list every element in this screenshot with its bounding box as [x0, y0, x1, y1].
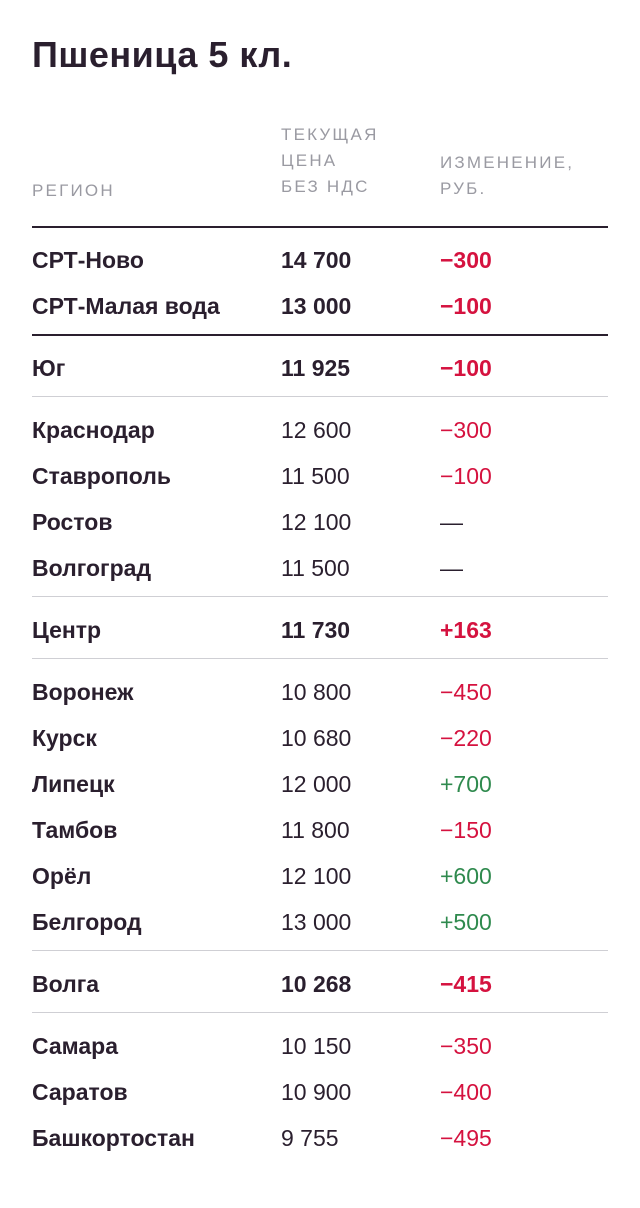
change-cell: −300 — [440, 247, 492, 273]
region-cell: Центр — [32, 617, 102, 643]
region-cell: Липецк — [32, 771, 115, 797]
change-cell: +600 — [440, 863, 492, 889]
page-title: Пшеница 5 кл. — [32, 34, 293, 75]
change-cell: −150 — [440, 817, 492, 843]
price-cell: 13 000 — [281, 293, 352, 319]
price-cell: 12 000 — [281, 771, 352, 797]
price-cell: 12 100 — [281, 509, 352, 535]
price-cell: 9 755 — [281, 1125, 339, 1151]
column-header-price-line: ТЕКУЩАЯ — [281, 125, 379, 144]
change-cell: −100 — [440, 293, 492, 319]
table-row: Самара 10 150 −350 — [0, 1029, 640, 1063]
column-header-price: ТЕКУЩАЯ ЦЕНА БЕЗ НДС — [281, 122, 379, 200]
table-row: Тамбов 11 800 −150 — [0, 813, 640, 847]
table-divider — [32, 226, 608, 228]
column-header-change-line: РУБ. — [440, 179, 487, 198]
table-row: Орёл 12 100 +600 — [0, 859, 640, 893]
table-row: Краснодар 12 600 −300 — [0, 413, 640, 447]
region-cell: Краснодар — [32, 417, 155, 443]
price-cell: 12 600 — [281, 417, 352, 443]
change-cell: +163 — [440, 617, 492, 643]
table-row: Курск 10 680 −220 — [0, 721, 640, 755]
change-cell: −450 — [440, 679, 492, 705]
region-cell: Белгород — [32, 909, 142, 935]
table-row-summary: СРТ-Малая вода 13 000 −100 — [0, 289, 640, 323]
table-row: Белгород 13 000 +500 — [0, 905, 640, 939]
price-cell: 10 150 — [281, 1033, 352, 1059]
change-cell: — — [440, 509, 463, 535]
column-header-change: ИЗМЕНЕНИЕ, РУБ. — [440, 150, 574, 202]
table-row-summary: Волга 10 268 −415 — [0, 967, 640, 1001]
change-cell: +700 — [440, 771, 492, 797]
region-cell: Ставрополь — [32, 463, 172, 489]
price-cell: 10 680 — [281, 725, 352, 751]
column-header-change-line: ИЗМЕНЕНИЕ, — [440, 153, 575, 172]
region-cell: Саратов — [32, 1079, 128, 1105]
price-cell: 14 700 — [281, 247, 352, 273]
region-cell: Волга — [32, 971, 100, 997]
change-cell: — — [440, 555, 463, 581]
table-row: Башкортостан 9 755 −495 — [0, 1121, 640, 1155]
table-row: Ростов 12 100 — — [0, 505, 640, 539]
price-cell: 11 500 — [281, 555, 350, 581]
table-divider — [32, 396, 608, 397]
table-row: Волгоград 11 500 — — [0, 551, 640, 585]
price-cell: 10 800 — [281, 679, 352, 705]
region-cell: Тамбов — [32, 817, 118, 843]
table-row: Саратов 10 900 −400 — [0, 1075, 640, 1109]
table-divider — [32, 334, 608, 336]
table-divider — [32, 1012, 608, 1013]
region-cell: СРТ-Малая вода — [32, 293, 220, 319]
change-cell: −100 — [440, 463, 492, 489]
price-cell: 11 800 — [281, 817, 350, 843]
column-header-region-label: РЕГИОН — [32, 181, 115, 200]
change-cell: −100 — [440, 355, 492, 381]
table-divider — [32, 658, 608, 659]
price-cell: 10 268 — [281, 971, 352, 997]
region-cell: Воронеж — [32, 679, 134, 705]
price-cell: 11 730 — [281, 617, 351, 643]
change-cell: +500 — [440, 909, 492, 935]
table-row-summary: СРТ-Ново 14 700 −300 — [0, 243, 640, 277]
table-divider — [32, 950, 608, 951]
table-row-summary: Юг 11 925 −100 — [0, 351, 640, 385]
region-cell: Ростов — [32, 509, 113, 535]
column-header-price-line: БЕЗ НДС — [281, 177, 370, 196]
price-cell: 13 000 — [281, 909, 352, 935]
region-cell: Башкортостан — [32, 1125, 195, 1151]
table-row: Ставрополь 11 500 −100 — [0, 459, 640, 493]
table-row: Воронеж 10 800 −450 — [0, 675, 640, 709]
table-divider — [32, 596, 608, 597]
change-cell: −350 — [440, 1033, 492, 1059]
change-cell: −220 — [440, 725, 492, 751]
table-row-summary: Центр 11 730 +163 — [0, 613, 640, 647]
region-cell: Самара — [32, 1033, 119, 1059]
price-cell: 10 900 — [281, 1079, 352, 1105]
price-cell: 11 925 — [281, 355, 351, 381]
table-row: Липецк 12 000 +700 — [0, 767, 640, 801]
change-cell: −400 — [440, 1079, 492, 1105]
region-cell: Юг — [32, 355, 66, 381]
price-cell: 12 100 — [281, 863, 352, 889]
region-cell: Волгоград — [32, 555, 152, 581]
region-cell: Орёл — [32, 863, 92, 889]
change-cell: −300 — [440, 417, 492, 443]
region-cell: СРТ-Ново — [32, 247, 144, 273]
change-cell: −495 — [440, 1125, 492, 1151]
price-cell: 11 500 — [281, 463, 350, 489]
change-cell: −415 — [440, 971, 492, 997]
region-cell: Курск — [32, 725, 97, 751]
column-header-price-line: ЦЕНА — [281, 151, 338, 170]
